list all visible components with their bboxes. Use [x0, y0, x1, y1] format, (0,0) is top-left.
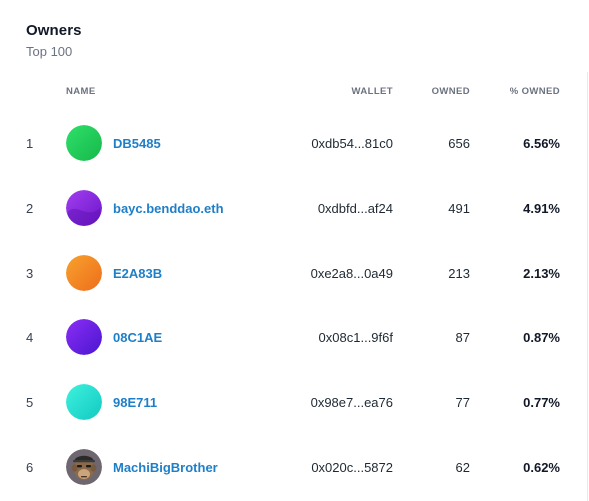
rank-number: 2	[26, 200, 34, 216]
owner-name-link[interactable]: MachiBigBrother	[113, 459, 218, 475]
owner-name-link[interactable]: 98E711	[113, 395, 158, 411]
column-header-wallet[interactable]: WALLET	[351, 86, 393, 97]
rank-number: 5	[26, 395, 34, 411]
avatar[interactable]	[66, 189, 102, 226]
rank-number: 4	[26, 330, 34, 346]
owners-table-body: 1 DB5485 0xdb54...81c0 656 6.56%	[0, 111, 589, 500]
percent-owned: 0.77%	[523, 395, 560, 411]
table-row: 4 08C1AE 0x08c1...9f6f 87 0.87%	[0, 305, 589, 370]
wallet-address: 0x020c...5872	[311, 459, 393, 475]
owned-count: 87	[455, 330, 470, 346]
rank-number: 3	[26, 265, 34, 281]
rank-number: 1	[26, 136, 34, 151]
owner-name-link[interactable]: bayc.benddao.eth	[113, 200, 224, 216]
percent-owned: 4.91%	[523, 200, 560, 216]
owner-name-link[interactable]: E2A83B	[113, 265, 163, 281]
table-row: 1 DB5485 0xdb54...81c0 656 6.56%	[0, 111, 589, 176]
right-divider	[587, 72, 588, 501]
table-row: 6 MachiBigBrother 0x020c	[0, 435, 589, 500]
wallet-address: 0x08c1...9f6f	[318, 330, 393, 346]
panel-title: Owners	[26, 22, 82, 39]
owner-name-link[interactable]: DB5485	[113, 136, 161, 151]
percent-owned: 6.56%	[523, 136, 560, 151]
avatar[interactable]	[66, 319, 102, 356]
rank-number: 6	[26, 459, 34, 475]
table-row: 5 98E711 0x98e7...ea76 77 0.77%	[0, 370, 589, 435]
percent-owned: 0.62%	[523, 459, 560, 475]
avatar[interactable]	[66, 384, 102, 421]
table-header: NAME WALLET OWNED % OWNED	[0, 86, 589, 100]
wallet-address: 0xdb54...81c0	[311, 136, 393, 151]
table-row: 2 bayc.benddao.eth 0xdbfd...af24 491 4.9…	[0, 176, 589, 241]
wallet-address: 0xe2a8...0a49	[310, 265, 393, 281]
owned-count: 62	[455, 459, 470, 475]
percent-owned: 0.87%	[523, 330, 560, 346]
panel-subtitle: Top 100	[26, 44, 73, 59]
percent-owned: 2.13%	[523, 265, 560, 281]
ape-avatar[interactable]	[66, 448, 102, 485]
wallet-address: 0x98e7...ea76	[310, 395, 393, 411]
table-row: 3 E2A83B 0xe2a8...0a49 213 2.13%	[0, 241, 589, 306]
avatar[interactable]	[66, 125, 102, 161]
column-header-name[interactable]: NAME	[66, 86, 96, 97]
owned-count: 213	[448, 265, 470, 281]
owner-name-link[interactable]: 08C1AE	[113, 330, 163, 346]
column-header-percent-owned[interactable]: % OWNED	[509, 86, 560, 97]
column-header-owned[interactable]: OWNED	[431, 86, 470, 97]
owned-count: 77	[455, 395, 470, 411]
wallet-address: 0xdbfd...af24	[317, 200, 393, 216]
owned-count: 491	[448, 200, 470, 216]
owned-count: 656	[448, 136, 470, 151]
avatar[interactable]	[66, 254, 102, 291]
